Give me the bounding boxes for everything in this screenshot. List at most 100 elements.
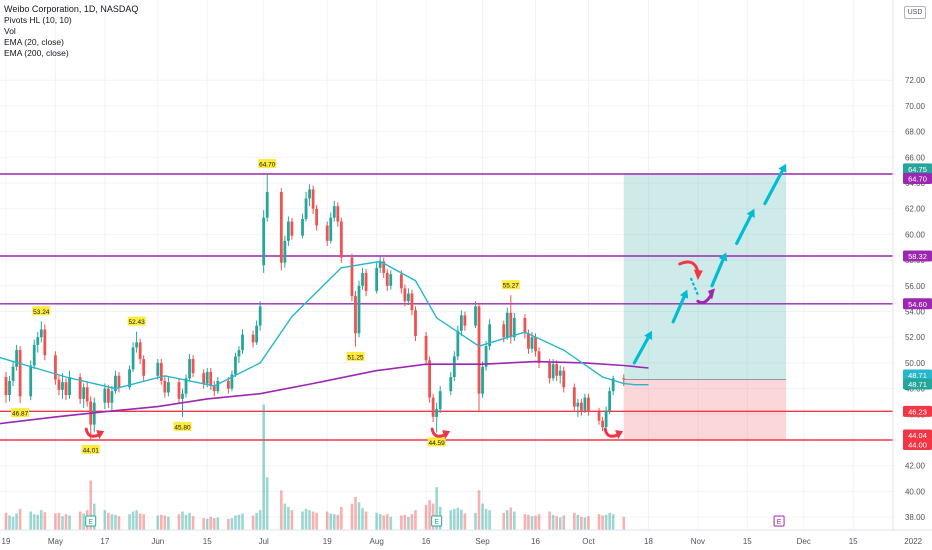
volume-bar <box>583 517 587 530</box>
volume-bar <box>110 514 114 530</box>
candle-up <box>407 293 410 302</box>
volume-bar <box>8 515 11 530</box>
volume-bar <box>340 506 343 530</box>
volume-bar <box>57 512 61 530</box>
pivot-low-label-bg <box>81 444 100 454</box>
volume-bar <box>308 510 311 530</box>
time-tick-label: 18 <box>644 537 653 546</box>
candle-down <box>43 329 47 356</box>
volume-bar <box>513 511 516 530</box>
price-label-text: 48.71 <box>908 371 927 380</box>
candle-up <box>32 344 36 366</box>
candle-down <box>191 359 195 374</box>
price-label-tag <box>903 429 932 441</box>
volume-bar <box>608 512 611 530</box>
time-axis-background <box>0 530 932 550</box>
currency-button[interactable]: USD <box>904 6 926 19</box>
volume-bar <box>15 513 18 530</box>
pivot-high-label: 64.70 <box>259 162 276 169</box>
pivot-high-label-bg <box>127 316 146 326</box>
volume-bar <box>131 511 135 530</box>
time-tick-label: 19 <box>323 537 332 546</box>
candle-up <box>166 382 170 393</box>
volume-bar <box>477 490 481 530</box>
candle-up <box>505 312 509 338</box>
trend-arrowhead <box>778 163 787 173</box>
legend-indicator-pivots[interactable]: Pivots HL (10, 10) <box>4 15 72 25</box>
volume-bar <box>456 507 460 530</box>
volume-bar <box>562 515 566 530</box>
earnings-letter: E <box>777 519 782 526</box>
volume-bar <box>64 514 68 530</box>
candle-up <box>287 221 290 241</box>
volume-bar <box>354 497 357 530</box>
candle-down <box>414 310 417 336</box>
volume-bar <box>89 480 93 530</box>
volume-bar <box>262 404 265 530</box>
candle-up <box>258 306 262 326</box>
legend-indicator-ema200[interactable]: EMA (200, close) <box>4 48 69 58</box>
volume-bar <box>364 511 368 530</box>
pivot-high-label-bg <box>501 280 520 290</box>
legend-indicator-ema20[interactable]: EMA (20, close) <box>4 37 64 47</box>
volume-bar <box>78 511 82 530</box>
candle-up <box>61 382 64 390</box>
price-axis[interactable]: 38.0040.0042.0044.0046.0048.0050.0052.00… <box>892 0 932 530</box>
bounce-arrow-head <box>442 430 451 440</box>
pullback-arrow <box>678 260 700 274</box>
volume-bar <box>258 510 262 530</box>
candle-up <box>230 374 234 389</box>
legend-indicator-vol[interactable]: Vol <box>4 26 16 36</box>
volume-bar <box>227 518 230 530</box>
candle-down <box>212 386 216 392</box>
candle-down <box>159 362 163 381</box>
volume-bar <box>597 514 601 530</box>
price-tick-label: 54.00 <box>905 308 926 317</box>
price-label-text: 44.04 <box>908 431 927 440</box>
volume-bar <box>290 510 294 530</box>
candle-up <box>378 261 382 268</box>
volume-bar <box>202 518 205 530</box>
candle-down <box>18 350 22 397</box>
volume-bar <box>205 518 209 530</box>
candle-down <box>209 371 213 387</box>
bounce-arrow-head <box>615 430 624 440</box>
volume-bar <box>107 512 110 530</box>
candle-up <box>237 350 241 357</box>
volume-bar <box>237 514 241 530</box>
volume-bar <box>29 511 33 530</box>
bounce-arrow-head <box>96 430 105 440</box>
volume-bar <box>534 515 537 530</box>
candle-down <box>410 293 414 311</box>
candle-down <box>597 411 601 421</box>
pivot-low-label-bg <box>346 351 365 361</box>
candle-up <box>103 388 107 403</box>
candle-down <box>431 397 435 417</box>
volume-bar <box>604 514 608 530</box>
volume-bar <box>191 516 195 530</box>
volume-bar <box>407 516 410 530</box>
chart-legend: Weibo Corporation, 1D, NASDAQ Pivots HL … <box>4 4 138 59</box>
candle-down <box>403 288 407 302</box>
time-tick-label: Jun <box>151 537 164 546</box>
candle-up <box>484 346 488 367</box>
time-axis[interactable]: 19 May 17 Jun 15 Jul 19 Aug 16 Sep 16 Oct 18 Nov 15 Dec… <box>0 529 932 550</box>
time-tick-label: 15 <box>203 537 212 546</box>
candle-down <box>311 189 315 209</box>
volume-bar <box>61 516 64 530</box>
volume-bar <box>280 490 283 530</box>
volume-bar <box>505 510 509 530</box>
trend-arrowhead <box>679 289 689 299</box>
target-zone <box>623 173 787 380</box>
volume-bar <box>509 507 513 530</box>
volume-bars <box>4 404 626 530</box>
candle-down <box>226 380 230 389</box>
volume-bar <box>251 515 255 530</box>
price-tick-label: 38.00 <box>905 513 926 522</box>
candle-down <box>354 296 357 334</box>
candle-down <box>562 370 566 388</box>
pivot-high-label: 52.43 <box>128 319 145 326</box>
volume-bar <box>378 514 382 530</box>
volume-bar <box>43 512 47 530</box>
